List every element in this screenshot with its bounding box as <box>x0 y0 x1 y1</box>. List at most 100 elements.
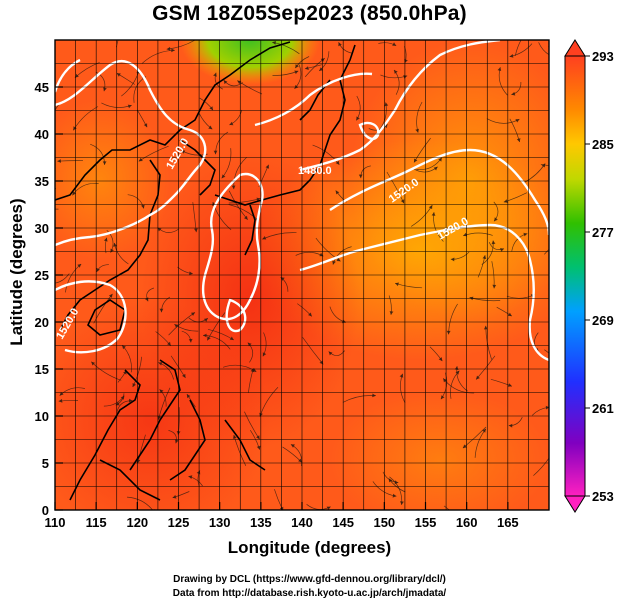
streamline-arrow <box>272 41 276 45</box>
colorbar-top-arrow <box>564 39 586 57</box>
streamline <box>443 505 450 510</box>
streamline <box>544 248 549 255</box>
streamline-arrow <box>138 157 143 162</box>
streamline-arrow <box>332 260 336 265</box>
streamline-arrow <box>443 378 447 383</box>
streamline-arrow <box>159 308 164 313</box>
streamline-arrow <box>103 87 107 92</box>
streamline-arrow <box>221 174 226 179</box>
streamline-arrow <box>511 91 516 96</box>
streamline-arrow <box>265 164 270 169</box>
streamline-arrow <box>414 158 418 163</box>
streamline-arrow <box>564 47 568 51</box>
streamline <box>55 188 57 190</box>
streamline-arrow <box>96 267 100 272</box>
streamline-arrow <box>476 375 480 380</box>
streamline-arrow <box>189 271 193 276</box>
streamline-arrow <box>372 393 376 398</box>
streamline-arrow <box>167 341 171 346</box>
streamline-arrow <box>305 66 309 70</box>
streamline-arrow <box>171 48 175 53</box>
streamline-arrow <box>508 423 513 428</box>
streamline-arrow <box>389 311 394 315</box>
y-tick-label: 5 <box>42 456 49 471</box>
streamline-arrow <box>431 212 436 216</box>
streamline-arrow <box>181 150 186 154</box>
streamline-arrow <box>91 361 96 366</box>
colorbar-tick-label: 253 <box>592 489 614 504</box>
streamline-arrow <box>103 237 108 242</box>
streamline-arrow <box>319 360 324 365</box>
x-tick-label: 120 <box>126 515 148 530</box>
streamline-arrow <box>102 161 107 165</box>
streamline-arrow <box>326 506 331 510</box>
streamline-arrow <box>125 29 129 33</box>
streamline-arrow <box>500 248 504 252</box>
streamline-arrow <box>141 204 145 209</box>
streamline-arrow <box>336 257 341 262</box>
streamline-arrow <box>117 33 121 37</box>
y-axis-label: Latitude (degrees) <box>7 198 26 346</box>
streamline <box>540 164 549 167</box>
streamline-arrow <box>157 227 162 232</box>
streamline-arrow <box>558 370 562 374</box>
streamline-arrow <box>174 439 179 444</box>
streamline-arrow <box>328 351 333 356</box>
temperature-field <box>49 25 568 510</box>
x-tick-label: 150 <box>373 515 395 530</box>
streamline-arrow <box>463 232 468 237</box>
streamline <box>126 496 153 510</box>
streamline-arrow <box>529 25 533 29</box>
streamline-arrow <box>213 150 218 155</box>
x-axis-ticks: 110 115 120 125 130 135 140 145 150 155 160 165 <box>45 502 519 530</box>
streamline-arrow <box>72 191 76 196</box>
streamline-arrow <box>455 370 460 375</box>
streamline-arrow <box>122 345 126 350</box>
streamline-arrow <box>507 383 512 387</box>
streamline-arrow <box>523 232 528 237</box>
streamline-arrow <box>515 119 520 123</box>
streamline-arrow <box>494 217 498 222</box>
streamline-arrow <box>558 56 562 60</box>
streamline-arrow <box>186 394 191 399</box>
height-contours <box>55 40 549 362</box>
streamline-arrow <box>308 312 312 317</box>
streamline-arrow <box>132 383 136 387</box>
colorbar-tick-label: 285 <box>592 137 614 152</box>
streamline-arrow <box>383 124 388 129</box>
y-tick-label: 30 <box>35 221 49 236</box>
streamline-arrow <box>482 255 487 260</box>
streamline-arrow <box>49 120 53 124</box>
streamline-arrow <box>203 333 207 338</box>
streamline-arrow <box>440 395 445 400</box>
streamline-arrow <box>262 352 267 357</box>
streamline-arrow <box>433 166 438 171</box>
streamline-arrow <box>483 325 488 330</box>
colorbar-scale <box>564 55 586 497</box>
streamline-arrow <box>503 199 508 203</box>
streamline-arrow <box>229 121 234 126</box>
streamline-arrow <box>395 282 399 287</box>
streamline-arrow <box>294 70 299 75</box>
streamline-arrow <box>491 240 496 245</box>
streamline-arrow <box>295 64 299 69</box>
streamline-arrow <box>77 264 82 268</box>
y-axis-ticks: 0 5 10 15 20 25 30 35 40 45 <box>35 80 63 518</box>
streamline-arrow <box>231 185 236 190</box>
streamline-arrow <box>384 102 389 107</box>
colorbar-tick-label: 277 <box>592 225 614 240</box>
y-tick-label: 10 <box>35 409 49 424</box>
streamline-arrow <box>394 70 398 74</box>
streamline-arrow <box>108 293 113 298</box>
streamline-arrow <box>509 54 514 58</box>
streamline-arrow <box>438 357 443 362</box>
streamline-arrow <box>209 106 213 111</box>
streamline-arrow <box>545 405 549 410</box>
streamline-arrow <box>358 174 363 179</box>
streamline-arrow <box>174 324 179 328</box>
streamline-arrow <box>541 163 546 168</box>
lat-lon-grid <box>55 40 549 510</box>
streamline-arrow <box>73 126 77 131</box>
streamline-arrow <box>559 235 563 239</box>
